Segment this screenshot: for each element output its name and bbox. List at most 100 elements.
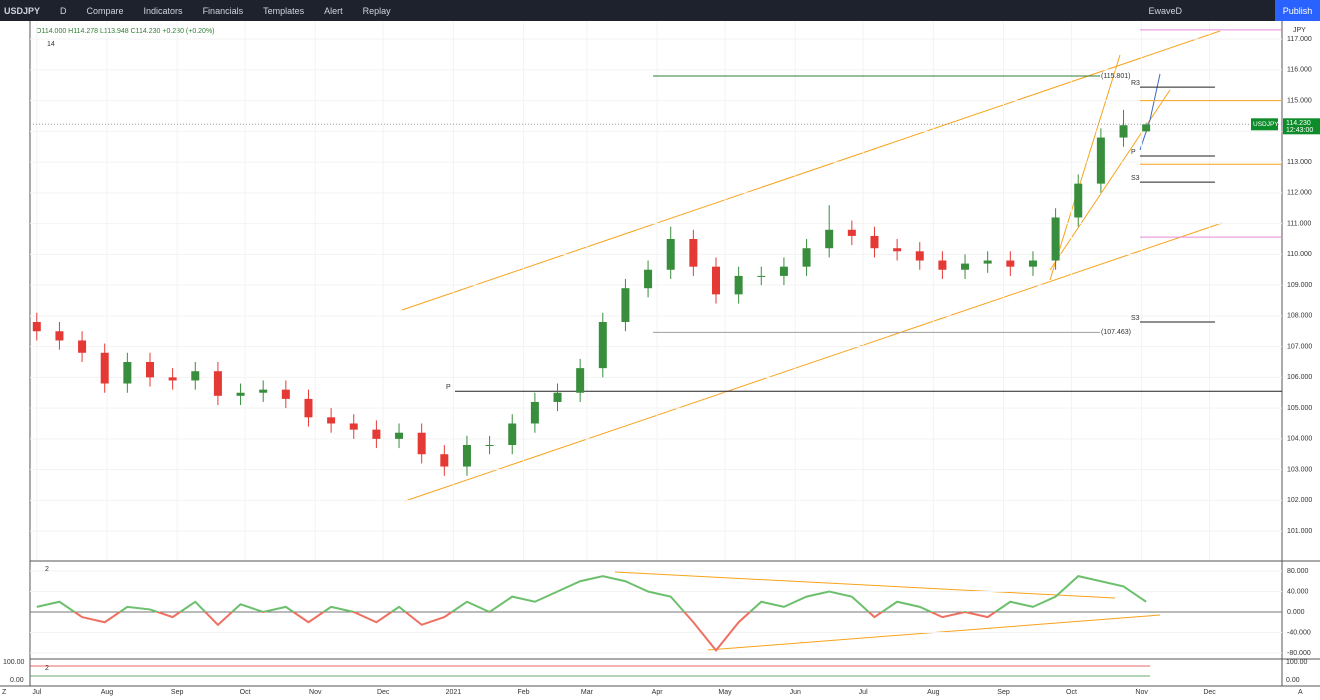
y-tick-label: 106.000 xyxy=(1287,374,1312,381)
channel-line xyxy=(1049,54,1121,281)
candle-body xyxy=(553,392,562,402)
x-tick-label: Nov xyxy=(309,689,322,696)
y-tick-label: 109.000 xyxy=(1287,282,1312,289)
x-tick-label: Nov xyxy=(1135,689,1148,696)
y-tick-label: 111.000 xyxy=(1287,220,1311,227)
y-tick-label: 40.000 xyxy=(1287,588,1309,595)
candle-body xyxy=(123,361,132,384)
y-tick-label: 0.000 xyxy=(1287,609,1305,616)
x-tick-label: Dec xyxy=(377,689,390,696)
pivot-label: R3 xyxy=(1131,80,1140,87)
channel-line xyxy=(401,30,1221,311)
candle-body xyxy=(893,248,902,252)
symbol[interactable]: USDJPY xyxy=(4,5,41,16)
pivot-label: S3 xyxy=(1131,175,1140,182)
candle-body xyxy=(168,377,177,381)
toolbar: USDJPY D Compare Indicators Financials T… xyxy=(0,0,1320,21)
candle-body xyxy=(1051,217,1060,261)
x-tick-label: Oct xyxy=(1066,689,1077,696)
candle-body xyxy=(145,361,154,378)
candle-body xyxy=(961,263,970,270)
interval[interactable]: D xyxy=(60,5,67,16)
x-tick-label: Jul xyxy=(859,689,868,696)
candle-body xyxy=(757,275,766,277)
price-tag-symbol: USDJPY xyxy=(1253,121,1279,128)
y-tick-label: 117.000 xyxy=(1287,36,1312,43)
pivot-label: P xyxy=(1131,149,1136,156)
oscillator-line xyxy=(36,575,1147,653)
candle-body xyxy=(395,432,404,439)
candle-body xyxy=(1119,125,1128,138)
candle-body xyxy=(1096,137,1105,184)
candle-body xyxy=(576,368,585,393)
candle-body xyxy=(281,389,290,399)
toolbar-button[interactable]: Templates xyxy=(263,5,305,16)
user[interactable]: EwaveD xyxy=(1148,5,1182,16)
y-tick-label: 102.000 xyxy=(1287,497,1312,504)
candle-body xyxy=(825,229,834,249)
toolbar-button[interactable]: Financials xyxy=(202,5,244,16)
candle-body xyxy=(327,417,336,424)
candle-body xyxy=(644,269,653,289)
candle-body xyxy=(485,445,494,447)
candle-body xyxy=(1074,183,1083,218)
candle-body xyxy=(213,371,222,396)
y-tick-label: 107.000 xyxy=(1287,343,1312,350)
y-tick-label: 116.000 xyxy=(1287,67,1312,74)
x-tick-label: May xyxy=(718,689,732,696)
y-tick-label: 115.000 xyxy=(1287,97,1312,104)
toolbar-button[interactable]: Compare xyxy=(86,5,124,16)
candle-body xyxy=(779,266,788,276)
price-tag-countdown: 12:43:00 xyxy=(1286,127,1313,134)
x-tick-label: Feb xyxy=(518,689,530,696)
y-tick-label: 104.000 xyxy=(1287,436,1312,443)
x-tick-label: 2021 xyxy=(446,689,462,696)
y-tick-label: 108.000 xyxy=(1287,313,1312,320)
candle-body xyxy=(259,389,268,393)
candle-body xyxy=(689,238,698,267)
footer-right[interactable]: A xyxy=(1298,689,1303,696)
candle-body xyxy=(236,392,245,396)
x-tick-label: Aug xyxy=(101,689,114,696)
candle-body xyxy=(621,288,630,323)
x-tick-label: Apr xyxy=(652,689,664,696)
candle-body xyxy=(1006,260,1015,267)
toolbar-button[interactable]: Replay xyxy=(362,5,391,16)
pivot-label: S3 xyxy=(1131,315,1140,322)
y-tick-label: 112.000 xyxy=(1287,190,1312,197)
publish-button[interactable]: Publish xyxy=(1275,0,1320,21)
x-tick-label: Jun xyxy=(790,689,801,696)
x-tick-label: Sep xyxy=(171,689,184,696)
lower-tick: 100.00 xyxy=(1286,659,1308,666)
candle-body xyxy=(100,352,109,384)
candle-body xyxy=(1142,124,1151,132)
y-tick-label: -80.000 xyxy=(1287,650,1311,657)
footer-left[interactable]: Z xyxy=(2,689,7,696)
y-tick-label: 105.000 xyxy=(1287,405,1312,412)
candle-body xyxy=(870,235,879,249)
x-tick-label: Jul xyxy=(32,689,41,696)
candle-body xyxy=(191,371,200,381)
candle-body xyxy=(32,322,41,332)
candle-body xyxy=(847,229,856,236)
candle-body xyxy=(711,266,720,295)
candle-body xyxy=(462,445,471,467)
y-tick-label: -40.000 xyxy=(1287,629,1311,636)
candle-body xyxy=(55,331,64,341)
indicator-count[interactable]: 14 xyxy=(47,41,55,48)
candle-body xyxy=(530,401,539,424)
candle-body xyxy=(78,340,87,353)
toolbar-button[interactable]: Alert xyxy=(324,5,343,16)
lower-tick: 0.00 xyxy=(10,677,24,684)
projection-arrow xyxy=(1139,73,1161,151)
trend-line xyxy=(614,571,1116,599)
background xyxy=(0,21,1320,700)
ohlc-legend: O114.000 H114.278 L113.948 C114.230 +0.2… xyxy=(36,28,215,35)
toolbar-button[interactable]: Indicators xyxy=(143,5,183,16)
candle-body xyxy=(983,260,992,264)
candle-body xyxy=(666,238,675,270)
candle-body xyxy=(440,454,449,467)
x-tick-label: Dec xyxy=(1203,689,1216,696)
annotation: (115.801) xyxy=(1101,73,1130,80)
candle-body xyxy=(734,275,743,295)
